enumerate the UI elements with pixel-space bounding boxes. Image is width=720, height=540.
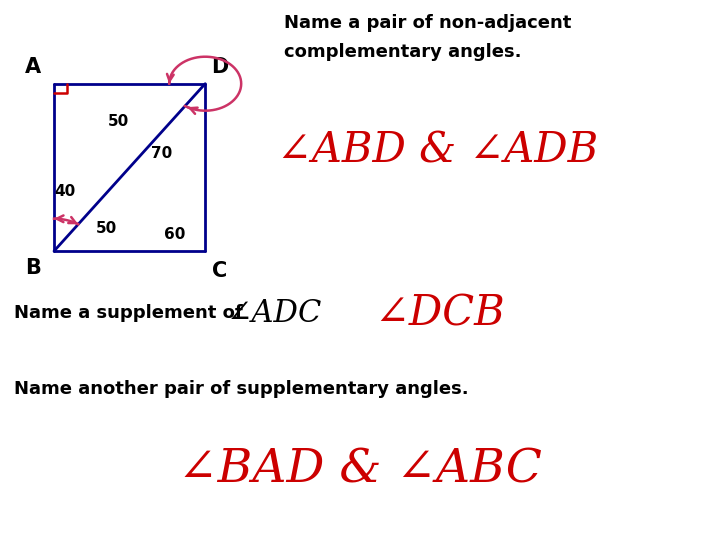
Text: Name another pair of supplementary angles.: Name another pair of supplementary angle…	[14, 380, 469, 398]
Text: ∠DCB: ∠DCB	[374, 292, 505, 334]
Text: complementary angles.: complementary angles.	[284, 43, 522, 61]
Text: 60: 60	[163, 227, 185, 242]
Text: B: B	[25, 258, 41, 278]
Text: Name a pair of non-adjacent: Name a pair of non-adjacent	[284, 14, 572, 31]
Text: D: D	[211, 57, 228, 77]
Text: Name a supplement of: Name a supplement of	[14, 304, 249, 322]
Text: A: A	[25, 57, 41, 77]
Text: ∠BAD & ∠ABC: ∠BAD & ∠ABC	[178, 447, 542, 492]
Text: ∠ABD & ∠ADB: ∠ABD & ∠ADB	[277, 130, 598, 172]
Text: 40: 40	[54, 184, 76, 199]
Text: ∠ADC: ∠ADC	[227, 298, 322, 329]
Text: C: C	[212, 261, 228, 281]
Text: 50: 50	[108, 114, 130, 129]
Text: 50: 50	[96, 221, 117, 236]
Text: 70: 70	[151, 146, 173, 161]
